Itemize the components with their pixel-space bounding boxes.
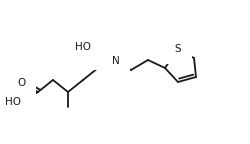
Text: O: O [86, 50, 94, 60]
Text: HO: HO [75, 42, 91, 52]
Text: N: N [112, 56, 120, 66]
Text: HO: HO [5, 97, 21, 107]
Text: O: O [17, 78, 25, 88]
Text: S: S [175, 44, 181, 54]
